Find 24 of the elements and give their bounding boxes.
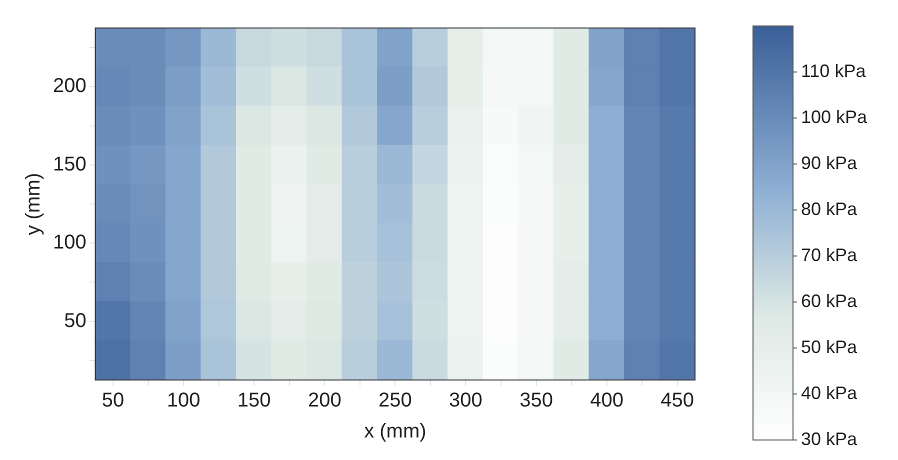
x-tick-label: 350 <box>520 390 553 412</box>
y-tick-label: 50 <box>64 310 86 332</box>
color-bar-label: 100 kPa <box>801 106 868 127</box>
x-tick-label: 400 <box>590 390 624 412</box>
x-tick-label: 100 <box>166 390 200 412</box>
color-bar-label: 70 kPa <box>801 244 858 265</box>
x-tick-label: 250 <box>378 390 412 412</box>
y-tick-label: 100 <box>52 232 86 254</box>
y-tick-label: 200 <box>52 75 86 98</box>
color-bar-label: 30 kPa <box>801 428 858 449</box>
color-bar-label: 110 kPa <box>801 60 867 81</box>
color-bar-label: 40 kPa <box>801 382 858 403</box>
x-tick-label: 200 <box>308 390 342 412</box>
x-axis-title: x (mm) <box>364 420 426 443</box>
color-bar-label: 50 kPa <box>801 336 858 357</box>
y-tick-label: 150 <box>52 153 86 176</box>
color-bar-label: 90 kPa <box>801 152 858 173</box>
x-tick-label: 450 <box>660 390 694 412</box>
color-bar-label: 60 kPa <box>801 290 858 311</box>
y-axis-title: y (mm) <box>22 172 45 236</box>
x-tick-label: 50 <box>102 390 124 412</box>
x-tick-label: 300 <box>449 390 482 412</box>
color-bar-label: 80 kPa <box>801 198 858 219</box>
x-tick-label: 150 <box>237 390 271 412</box>
